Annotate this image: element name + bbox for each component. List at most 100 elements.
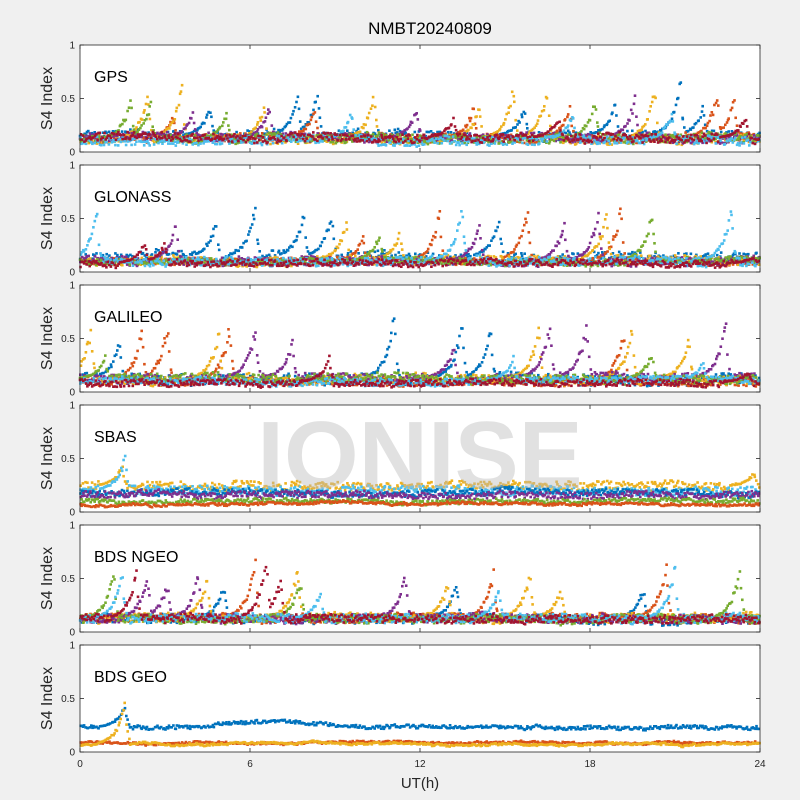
data-point [444,132,447,136]
data-point [346,120,350,124]
data-point [747,132,751,136]
data-point [665,140,669,144]
data-point [351,117,354,120]
data-point [409,135,412,139]
data-point [105,140,108,144]
data-point [484,247,487,251]
data-point [554,135,557,138]
data-point [584,134,588,137]
data-point [294,136,298,140]
data-point [714,142,718,145]
data-point [218,125,222,129]
data-point [595,253,599,257]
data-point [374,135,378,138]
data-point [273,255,277,259]
data-point [365,130,369,134]
data-point [386,135,390,139]
data-point [88,135,92,139]
data-point [222,121,225,124]
data-point [530,133,534,137]
data-point [596,125,600,128]
data-point [168,139,171,142]
data-point [477,138,480,142]
data-point [493,131,496,135]
data-point [453,133,457,137]
data-point [450,123,453,126]
data-point [183,138,186,142]
data-point [87,141,91,145]
data-point [182,134,185,137]
data-point [146,139,149,143]
data-point [169,123,172,127]
data-point [235,257,238,261]
data-point [439,136,442,140]
data-point [520,252,523,255]
data-point [126,130,129,134]
data-point [121,263,124,267]
data-point [607,136,610,140]
data-point [731,141,735,144]
data-point [93,136,97,139]
data-point [753,142,757,146]
data-point [382,143,385,146]
data-point [282,136,286,140]
data-point [545,134,549,137]
data-point [277,258,281,261]
data-point [518,236,521,240]
data-point [384,136,388,140]
data-point [180,130,184,133]
data-point [559,129,562,132]
data-point [754,140,757,144]
data-point [493,142,497,145]
data-point [220,137,223,140]
data-point [84,135,88,138]
data-point [247,135,251,139]
data-point [707,137,711,141]
data-point [302,216,306,220]
data-point [180,249,183,253]
data-point [281,127,285,131]
data-point [502,256,505,259]
data-point [730,106,734,110]
data-point [354,254,357,258]
data-point [434,230,438,234]
data-point [591,136,595,140]
data-point [217,248,221,252]
data-point [121,122,124,126]
data-point [414,252,417,256]
data-point [397,142,401,145]
data-point [615,142,619,145]
data-point [738,139,741,142]
data-point [110,141,114,144]
data-point [174,109,178,113]
data-point [525,221,528,224]
data-point [449,131,453,134]
data-point [203,140,206,143]
data-point [391,144,395,147]
data-point [190,134,193,137]
data-point [512,135,515,139]
data-point [734,129,737,133]
data-point [444,136,447,139]
data-point [553,124,557,127]
data-point [563,136,566,140]
data-point [715,99,719,102]
data-point [127,106,131,109]
data-point [175,106,179,110]
data-point [505,254,509,258]
data-point [371,138,374,142]
data-point [250,133,254,136]
data-point [685,140,689,144]
data-point [252,213,255,217]
data-point [237,139,240,143]
data-point [742,252,745,256]
data-point [149,100,153,104]
data-point [331,251,334,255]
data-point [196,133,200,137]
data-point [255,136,259,139]
data-point [264,116,268,119]
data-point [415,138,418,141]
data-point [607,131,610,135]
data-point [419,137,422,140]
data-point [667,136,671,139]
